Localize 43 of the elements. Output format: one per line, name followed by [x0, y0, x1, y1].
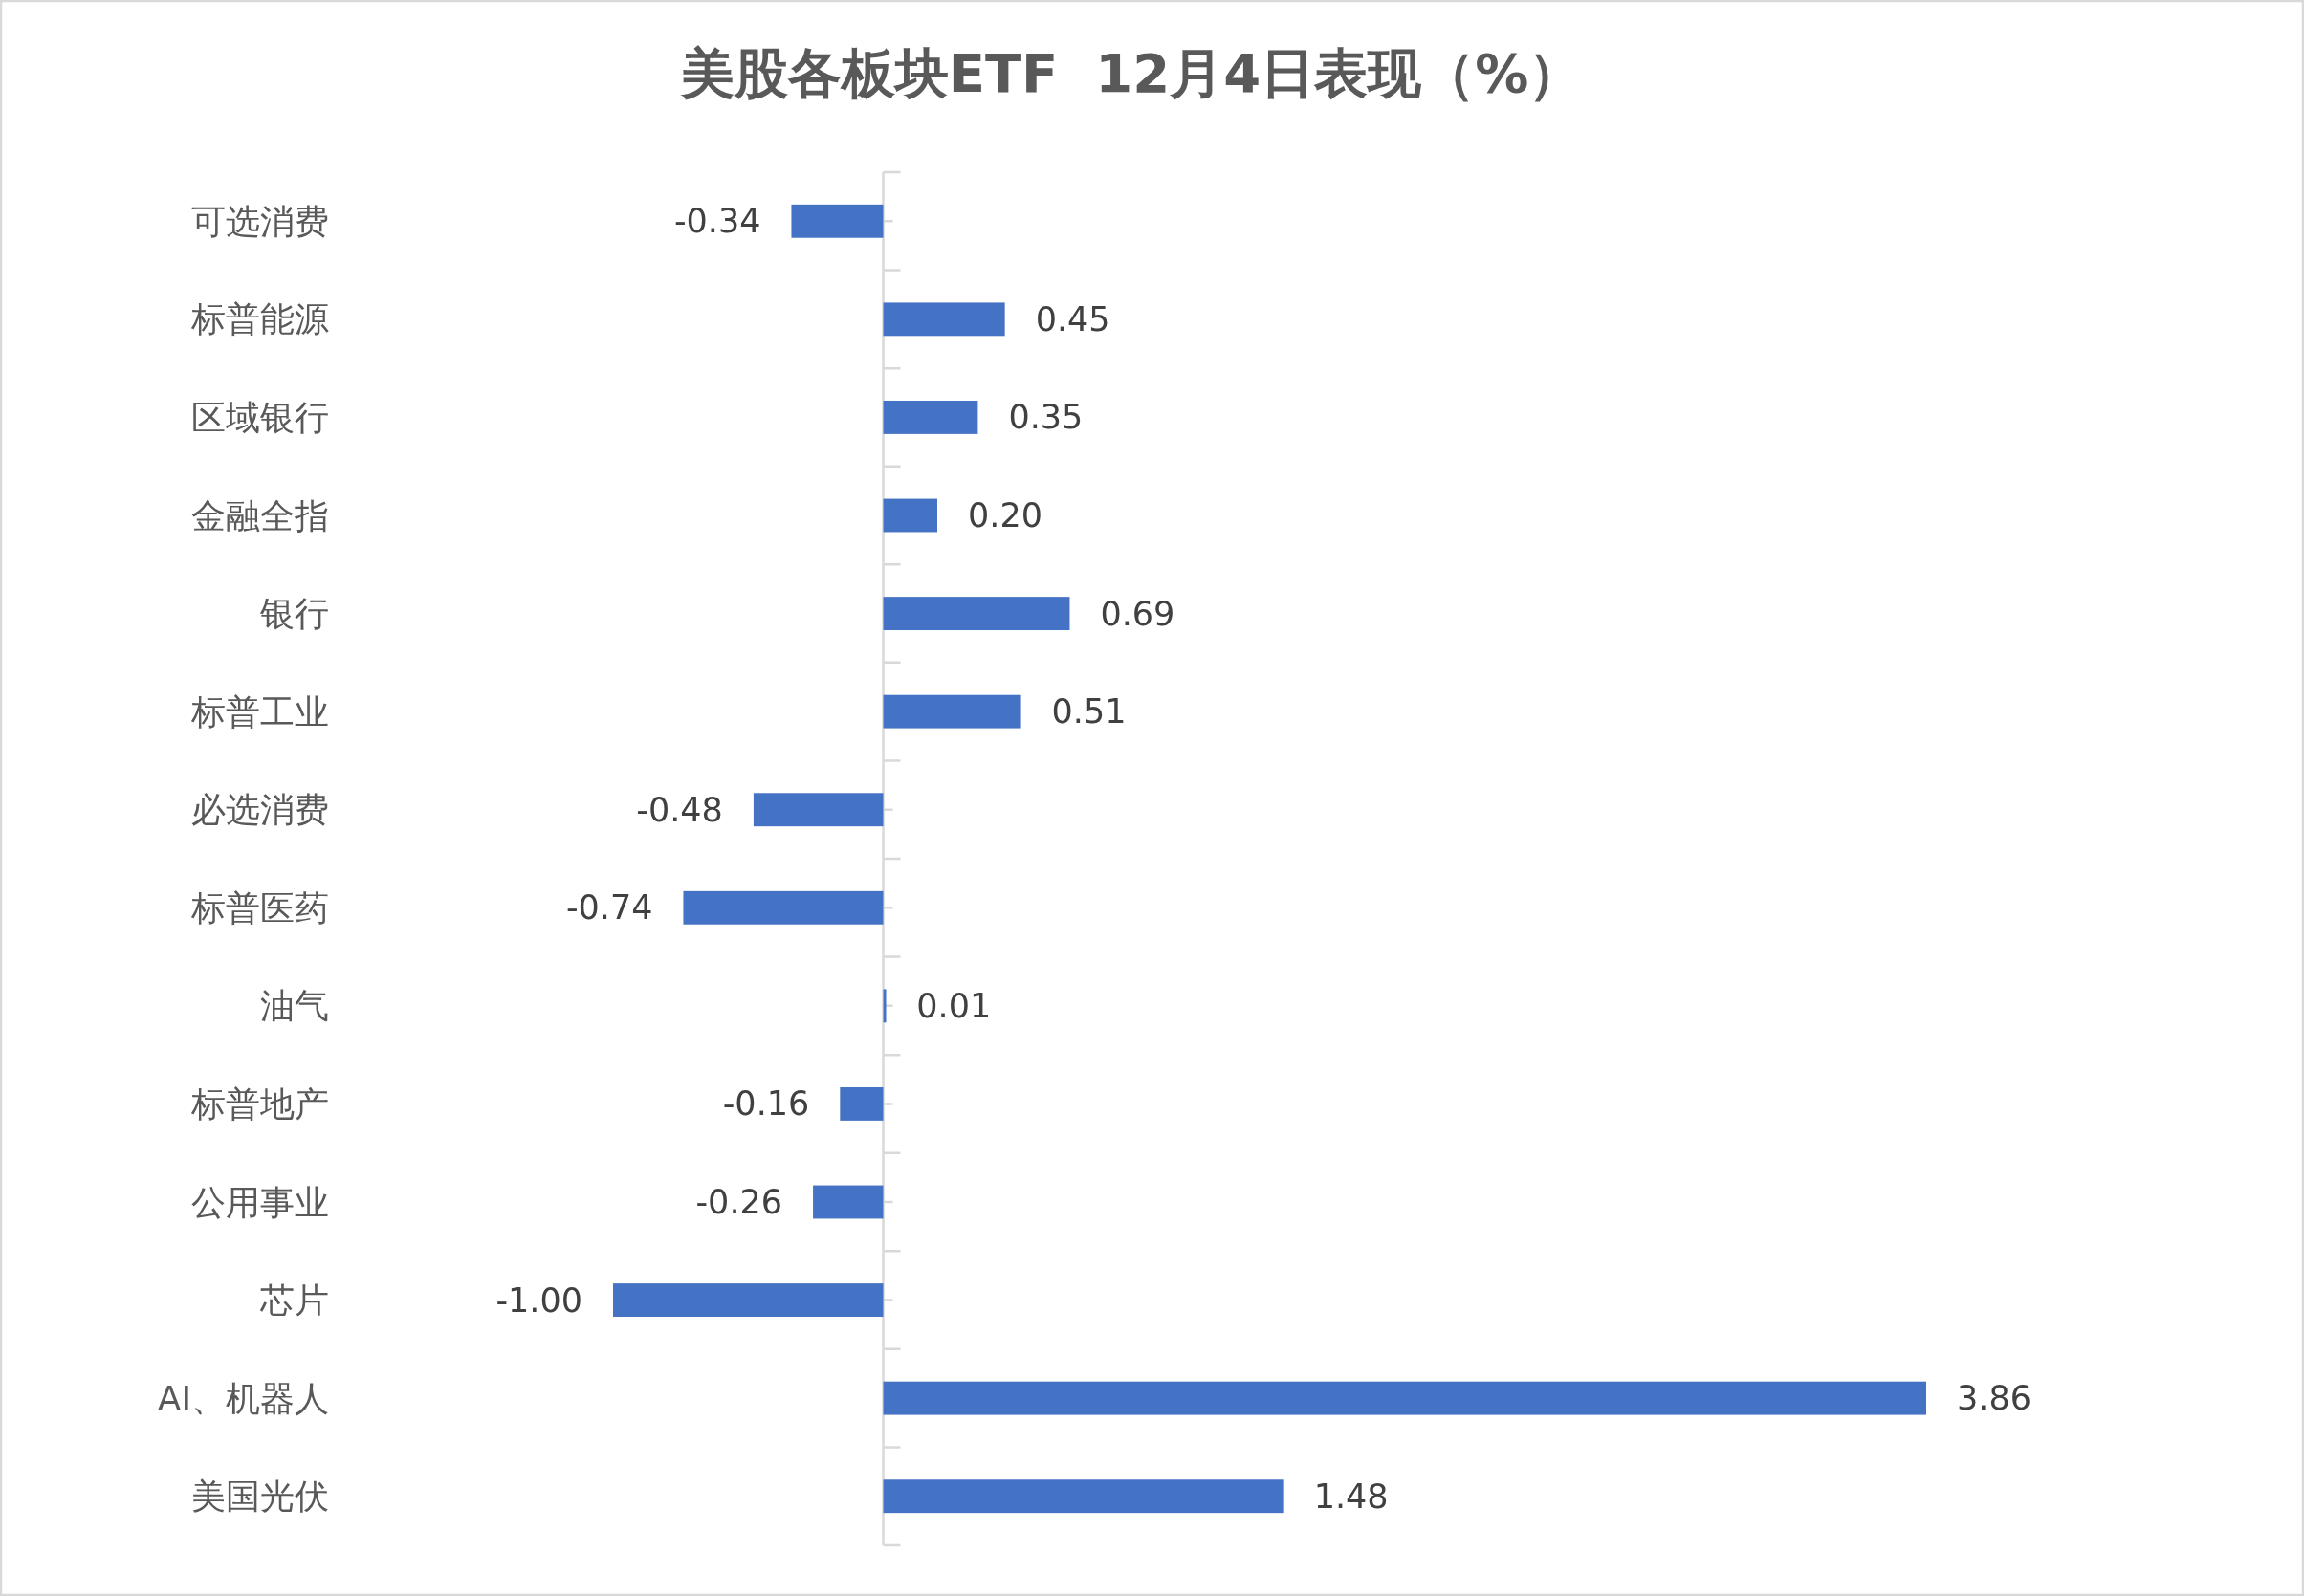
bar [683, 890, 884, 925]
y-tick-label: AI、机器人 [157, 1378, 329, 1418]
data-label: 0.69 [1100, 594, 1175, 633]
y-tick-label: 油气 [260, 986, 329, 1026]
data-label: -0.26 [695, 1183, 783, 1221]
data-label: 0.51 [1051, 692, 1127, 732]
data-label: 1.48 [1313, 1476, 1389, 1516]
y-tick-label: 芯片 [259, 1280, 329, 1321]
y-tick-label: 区域银行 [191, 397, 329, 437]
data-label: 3.86 [1957, 1379, 2031, 1418]
y-tick-label: 必选消费 [191, 790, 329, 830]
bar [883, 597, 1070, 631]
bar [883, 694, 1021, 729]
bar [613, 1283, 884, 1317]
y-tick-label: 可选消费 [191, 201, 329, 241]
bar [883, 498, 938, 533]
y-tick-label: 银行 [259, 594, 329, 634]
y-tick-label: 标普医药 [190, 887, 329, 928]
y-tick-label: 美国光伏 [191, 1476, 329, 1517]
bar [840, 1086, 884, 1121]
y-tick-label: 标普能源 [190, 299, 329, 339]
data-label: -1.00 [495, 1280, 582, 1320]
data-label: -0.16 [722, 1084, 810, 1124]
y-tick-label: 标普工业 [190, 691, 329, 732]
y-tick-label: 公用事业 [191, 1182, 329, 1222]
bar [753, 793, 884, 827]
bar [791, 204, 884, 238]
data-label: 0.35 [1008, 398, 1084, 437]
data-label: -0.48 [636, 790, 723, 829]
bar [883, 302, 1005, 337]
bar [883, 1381, 1926, 1415]
data-label: -0.34 [673, 202, 761, 241]
bar [813, 1185, 884, 1219]
data-label: 0.20 [968, 496, 1042, 535]
data-label: 0.01 [916, 986, 992, 1025]
data-label: -0.74 [565, 888, 653, 928]
data-label: 0.45 [1035, 299, 1110, 339]
bar [883, 989, 887, 1023]
bar [883, 1479, 1284, 1514]
bar [883, 400, 978, 434]
y-tick-label: 金融全指 [191, 495, 329, 536]
chart-title: 美股各板块ETF 12月4日表现（%） [679, 41, 1583, 104]
y-tick-label: 标普地产 [190, 1083, 329, 1124]
